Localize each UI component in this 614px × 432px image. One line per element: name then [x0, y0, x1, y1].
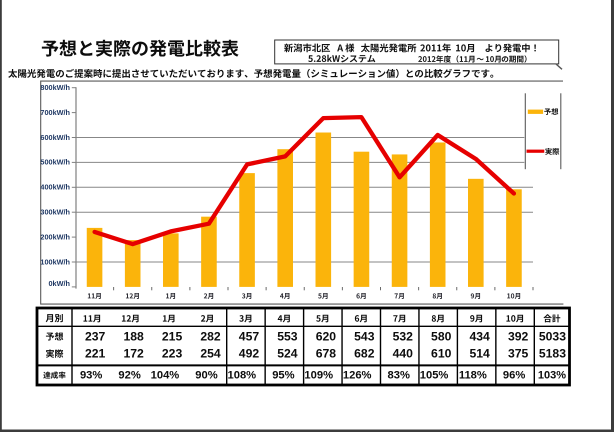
svg-text:524: 524 [277, 347, 298, 361]
svg-text:5033: 5033 [539, 329, 566, 343]
svg-text:108%: 108% [228, 370, 257, 382]
svg-text:400kW/h: 400kW/h [40, 183, 70, 192]
svg-text:100kW/h: 100kW/h [40, 257, 70, 266]
svg-text:90%: 90% [195, 370, 217, 382]
svg-text:109%: 109% [304, 370, 333, 382]
svg-text:800kW/h: 800kW/h [40, 83, 70, 92]
svg-text:457: 457 [239, 329, 260, 343]
svg-text:188: 188 [123, 329, 144, 343]
svg-text:620: 620 [316, 329, 337, 343]
svg-text:500kW/h: 500kW/h [40, 158, 70, 167]
svg-text:221: 221 [85, 347, 106, 361]
svg-text:5183: 5183 [539, 347, 566, 361]
svg-text:300kW/h: 300kW/h [40, 208, 70, 217]
svg-text:543: 543 [354, 329, 375, 343]
svg-text:392: 392 [508, 329, 529, 343]
svg-text:96%: 96% [503, 370, 525, 382]
svg-text:580: 580 [431, 329, 452, 343]
svg-text:553: 553 [277, 329, 298, 343]
svg-text:92%: 92% [118, 370, 140, 382]
svg-text:434: 434 [470, 329, 491, 343]
svg-text:254: 254 [200, 347, 221, 361]
svg-text:0kW/h: 0kW/h [49, 279, 71, 288]
svg-text:237: 237 [85, 329, 106, 343]
svg-text:282: 282 [200, 329, 221, 343]
svg-text:514: 514 [470, 347, 491, 361]
svg-text:126%: 126% [343, 370, 372, 382]
svg-text:223: 223 [162, 347, 183, 361]
svg-text:105%: 105% [420, 370, 449, 382]
svg-text:682: 682 [354, 347, 375, 361]
svg-text:118%: 118% [459, 370, 487, 382]
svg-text:610: 610 [431, 347, 452, 361]
svg-text:172: 172 [123, 347, 144, 361]
svg-text:93%: 93% [80, 370, 102, 382]
svg-text:492: 492 [239, 347, 260, 361]
svg-text:700kW/h: 700kW/h [40, 108, 70, 117]
svg-text:532: 532 [393, 329, 414, 343]
svg-text:440: 440 [393, 347, 414, 361]
svg-text:678: 678 [316, 347, 337, 361]
svg-text:103%: 103% [538, 370, 566, 382]
svg-text:200kW/h: 200kW/h [40, 232, 70, 241]
svg-text:95%: 95% [272, 370, 294, 382]
svg-text:375: 375 [508, 347, 529, 361]
svg-text:600kW/h: 600kW/h [40, 133, 70, 142]
svg-text:104%: 104% [151, 370, 180, 382]
svg-text:83%: 83% [388, 370, 410, 382]
svg-text:215: 215 [162, 329, 183, 343]
